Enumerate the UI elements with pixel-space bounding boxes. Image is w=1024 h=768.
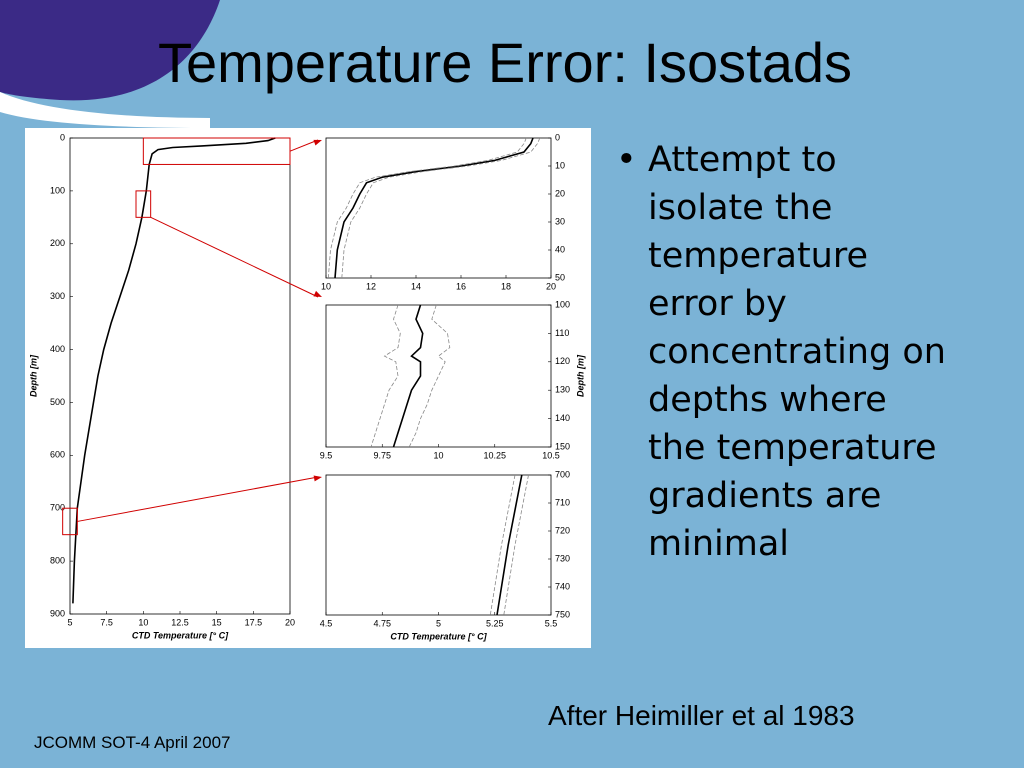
x-tick-label: 14 [411,281,421,291]
x-tick-label: 4.5 [320,618,333,628]
x-tick-label: 20 [546,281,556,291]
zoom-arrowhead [313,139,322,146]
y-tick-label: 50 [555,272,565,282]
error-bound-line [408,304,451,448]
footer: JCOMM SOT-4 April 2007 [34,733,231,752]
error-bound-line [341,137,541,279]
y-tick-label: 100 [50,185,65,195]
profile-line [496,474,523,616]
x-tick-label: 16 [456,281,466,291]
x-tick-label: 10.5 [542,450,560,460]
profile-line [72,137,276,604]
y-tick-label: 800 [50,555,65,565]
y-tick-label: 130 [555,385,570,395]
corner-decoration [0,0,220,128]
y-tick-label: 120 [555,356,570,366]
y-tick-label: 100 [555,299,570,309]
y-tick-label: 700 [50,503,65,513]
y-tick-label: 10 [555,160,565,170]
y-tick-label: 710 [555,497,570,507]
y-tick-label: 740 [555,581,570,591]
x-tick-label: 10 [433,450,443,460]
zoom-arrowhead [313,290,322,297]
x-tick-label: 10 [321,281,331,291]
x-axis-label: CTD Temperature [° C] [132,630,229,640]
y-axis-label: Depth [m] [575,354,585,397]
y-tick-label: 750 [555,609,570,619]
bullet-text: Attempt to isolate the temperature error… [648,140,946,564]
figure: 5 7.5 10 12.5 15 17.5 200100200300400500600700… [25,128,591,648]
x-tick-label: 12.5 [171,617,189,627]
y-tick-label: 150 [555,441,570,451]
error-bound-line [370,304,401,448]
zoom-arrow [150,216,319,298]
x-tick-label: 5 [436,618,441,628]
y-tick-label: 500 [50,397,65,407]
zoom-arrow [77,476,319,522]
y-tick-label: 140 [555,413,570,423]
zoom-arrow [289,139,319,152]
slide-title: Temperature Error: Isostads [157,31,853,94]
x-axis-label: CTD Temperature [° C] [390,631,487,641]
y-tick-label: 0 [555,132,560,142]
zoom-arrowhead [313,475,322,482]
x-tick-label: 15 [212,617,222,627]
bullet-item: • Attempt to isolate the temperature erro… [616,140,946,564]
y-tick-label: 40 [555,244,565,254]
x-tick-label: 7.5 [100,617,113,627]
zoom-box [142,137,291,165]
y-tick-label: 0 [60,132,65,142]
y-tick-label: 300 [50,291,65,301]
profile-line [392,304,424,448]
y-tick-label: 720 [555,525,570,535]
x-tick-label: 12 [366,281,376,291]
y-axis-label: Depth [m] [28,354,38,397]
x-tick-label: 18 [501,281,511,291]
y-tick-label: 730 [555,553,570,563]
x-tick-label: 5.5 [545,618,558,628]
x-tick-label: 20 [285,617,295,627]
zoom-box [135,190,152,218]
y-tick-label: 900 [50,608,65,618]
y-tick-label: 600 [50,450,65,460]
x-tick-label: 4.75 [373,618,391,628]
profile-line [334,137,534,279]
x-tick-label: 9.75 [373,450,391,460]
x-tick-label: 17.5 [245,617,263,627]
x-tick-label: 5.25 [486,618,504,628]
x-tick-label: 5 [67,617,72,627]
x-tick-label: 10.25 [483,450,506,460]
y-tick-label: 700 [555,469,570,479]
plot-frame [325,137,552,279]
error-bound-line [327,137,527,279]
y-tick-label: 200 [50,238,65,248]
credit: After Heimiller et al 1983 [548,700,855,731]
y-tick-label: 20 [555,188,565,198]
y-tick-label: 30 [555,216,565,226]
y-tick-label: 400 [50,344,65,354]
x-tick-label: 10 [138,617,148,627]
y-tick-label: 110 [555,328,569,338]
x-tick-label: 9.5 [320,450,333,460]
